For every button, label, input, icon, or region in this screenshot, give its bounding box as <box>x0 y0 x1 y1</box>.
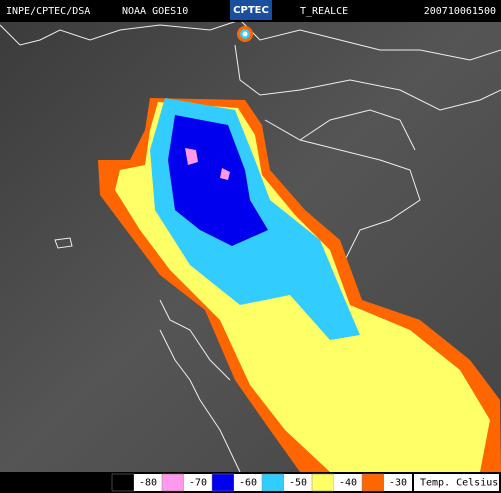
legend-label-box <box>384 474 412 491</box>
logo: CPTEC <box>233 5 269 16</box>
legend-label-box <box>284 474 312 491</box>
product: T_REALCE <box>300 6 348 17</box>
legend-swatch <box>261 473 285 492</box>
legend-label: -70 <box>189 478 207 489</box>
cloud-tops <box>98 26 501 472</box>
legend: -80 -70 -60 -50 -40 -30 Temp. Celsius <box>111 473 499 492</box>
legend-label: -40 <box>339 478 357 489</box>
legend-label-box <box>334 474 362 491</box>
legend-label-box <box>134 474 162 491</box>
legend-label: -50 <box>289 478 307 489</box>
logo-box <box>230 0 272 20</box>
legend-label: -80 <box>139 478 157 489</box>
unit-box <box>414 474 499 491</box>
borders <box>0 19 501 473</box>
legend-label: -60 <box>239 478 257 489</box>
timestamp: 200710061500 <box>424 6 496 17</box>
legend-swatch <box>311 473 335 492</box>
unit-label: Temp. Celsius <box>420 478 498 489</box>
legend-swatch <box>211 473 235 492</box>
legend-swatch <box>161 473 185 492</box>
cloud-blue <box>168 115 268 246</box>
cloud-pink <box>185 148 230 180</box>
cell-core <box>242 31 248 37</box>
legend-label-box <box>184 474 212 491</box>
source: INPE/CPTEC/DSA <box>6 6 90 17</box>
legend-swatch <box>361 473 385 492</box>
legend-label-box <box>234 474 262 491</box>
satellite: NOAA GOES10 <box>122 6 188 17</box>
legend-swatch <box>111 473 135 492</box>
legend-label: -30 <box>389 478 407 489</box>
